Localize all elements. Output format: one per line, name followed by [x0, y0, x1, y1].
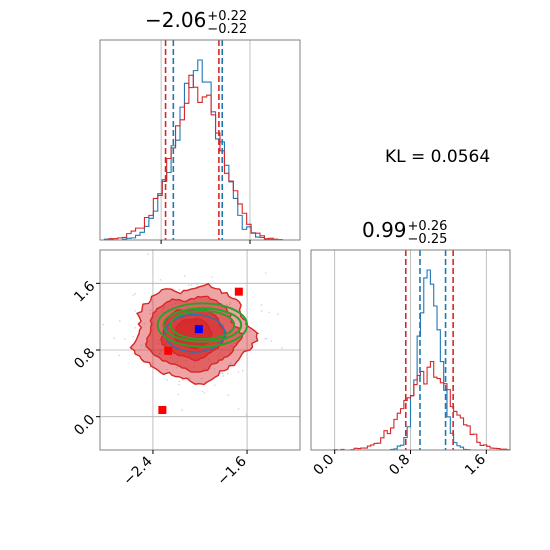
marginal-param1-histogram-red: [100, 74, 300, 241]
joint-sample-point: [261, 310, 263, 312]
joint-sample-point: [264, 272, 267, 274]
joint-sample-point: [221, 372, 224, 375]
joint-sample-point: [187, 284, 190, 287]
joint-sample-point: [229, 301, 232, 304]
joint-sample-point: [149, 309, 152, 312]
joint-sample-point: [178, 288, 181, 291]
joint-sample-point: [149, 312, 151, 315]
joint-point-red: [234, 287, 243, 296]
joint-sample-point: [166, 369, 169, 371]
joint-sample-point: [190, 284, 193, 286]
joint-sample-point: [245, 414, 247, 416]
joint-sample-point: [237, 371, 240, 374]
joint-sample-point: [184, 275, 186, 277]
joint-sample-point: [237, 408, 240, 410]
param1-title: −2.06 +0.22 −0.22: [145, 8, 247, 36]
joint-sample-point: [178, 380, 181, 383]
joint-sample-point: [270, 340, 273, 342]
joint-sample-point: [227, 394, 230, 396]
joint-sample-point: [234, 296, 237, 299]
joint-sample-point: [134, 310, 136, 312]
kl-divergence-label: KL = 0.0564: [385, 147, 491, 167]
param2-title-value: 0.99: [362, 218, 407, 242]
joint-sample-point: [188, 377, 191, 379]
joint-point-blue: [194, 325, 203, 334]
joint-sample-point: [281, 347, 283, 349]
joint-ytick-label: 1.6: [71, 278, 98, 305]
joint-ytick-label: 0.0: [71, 412, 98, 439]
marginal-param2-xtick-label: 0.0: [310, 452, 337, 479]
joint-sample-point: [213, 384, 216, 386]
param1-title-upper: +0.22: [207, 8, 248, 24]
joint-blue-contour: [164, 313, 226, 353]
joint-sample-point: [220, 372, 222, 374]
joint-sample-point: [241, 369, 244, 372]
joint-sample-point: [227, 372, 229, 375]
marginal-param2-histogram-red: [311, 361, 511, 451]
joint-xtick-label: −2.4: [120, 453, 155, 488]
joint-point-red: [158, 406, 167, 414]
joint-green-ellipse: [169, 309, 236, 341]
joint-sample-point: [201, 390, 204, 393]
marginal-param1: [99, 39, 301, 244]
joint-sample-point: [153, 310, 155, 312]
joint-sample-point: [119, 320, 121, 322]
joint-sample-point: [249, 330, 251, 333]
joint-green-ellipse: [156, 302, 249, 348]
joint-sample-point: [149, 366, 152, 369]
joint-sample-point: [210, 367, 212, 370]
joint-sample-point: [113, 337, 116, 339]
joint-sample-point: [159, 278, 162, 281]
joint-sample-point: [213, 368, 216, 370]
joint-sample-point: [134, 326, 137, 329]
joint-sample-point: [264, 338, 267, 340]
joint-sample-point: [229, 362, 232, 364]
joint-sample-point: [143, 322, 146, 325]
joint-sample-point: [181, 409, 184, 412]
joint-sample-point: [196, 283, 199, 286]
joint-sample-point: [118, 354, 120, 357]
marginal-param1-frame: [99, 39, 301, 241]
joint-sample-point: [140, 344, 143, 347]
param2-title-upper: +0.26: [407, 218, 448, 234]
joint-sample-point: [166, 379, 168, 381]
joint-sample-point: [210, 276, 213, 278]
marginal-param2: 0.0 0.8 1.6: [310, 249, 511, 479]
marginal-param1-histogram-blue: [100, 59, 300, 241]
joint-sample-point: [203, 392, 206, 394]
joint-sample-point: [268, 311, 270, 314]
joint-sample-point: [132, 335, 134, 338]
joint-sample-point: [228, 303, 231, 306]
joint-ytick-label: 0.8: [71, 345, 98, 372]
joint-sample-point: [204, 381, 206, 383]
joint-panel: −2.4 −1.6 0.0 0.8 1.6: [71, 249, 301, 489]
joint-sample-point: [260, 304, 263, 306]
joint-sample-point: [132, 294, 135, 296]
marginal-param2-xtick-label: 1.6: [462, 451, 489, 478]
joint-green-ellipse: [162, 307, 243, 343]
joint-sample-point: [266, 337, 268, 340]
joint-sample-point: [200, 377, 203, 380]
joint-sample-point: [226, 303, 228, 306]
joint-sample-point: [134, 293, 137, 295]
joint-sample-point: [102, 323, 105, 326]
param2-title-lower: −0.25: [407, 231, 448, 247]
joint-sample-point: [176, 366, 179, 369]
joint-sample-point: [151, 363, 154, 365]
joint-sample-point: [178, 383, 180, 386]
param1-title-lower: −0.22: [207, 21, 248, 37]
joint-sample-point: [182, 379, 184, 382]
joint-sample-point: [277, 313, 279, 315]
joint-point-red: [164, 346, 173, 355]
marginal-param2-xtick-label: 0.8: [386, 452, 413, 479]
joint-sample-point: [123, 338, 126, 340]
joint-plot-area: [100, 250, 300, 450]
param1-title-value: −2.06: [145, 8, 207, 32]
joint-xtick-label: −1.6: [215, 453, 250, 488]
joint-sample-point: [177, 393, 180, 396]
param2-title: 0.99 +0.26 −0.25: [362, 218, 447, 246]
joint-sample-point: [222, 375, 224, 377]
joint-sample-point: [147, 253, 150, 255]
